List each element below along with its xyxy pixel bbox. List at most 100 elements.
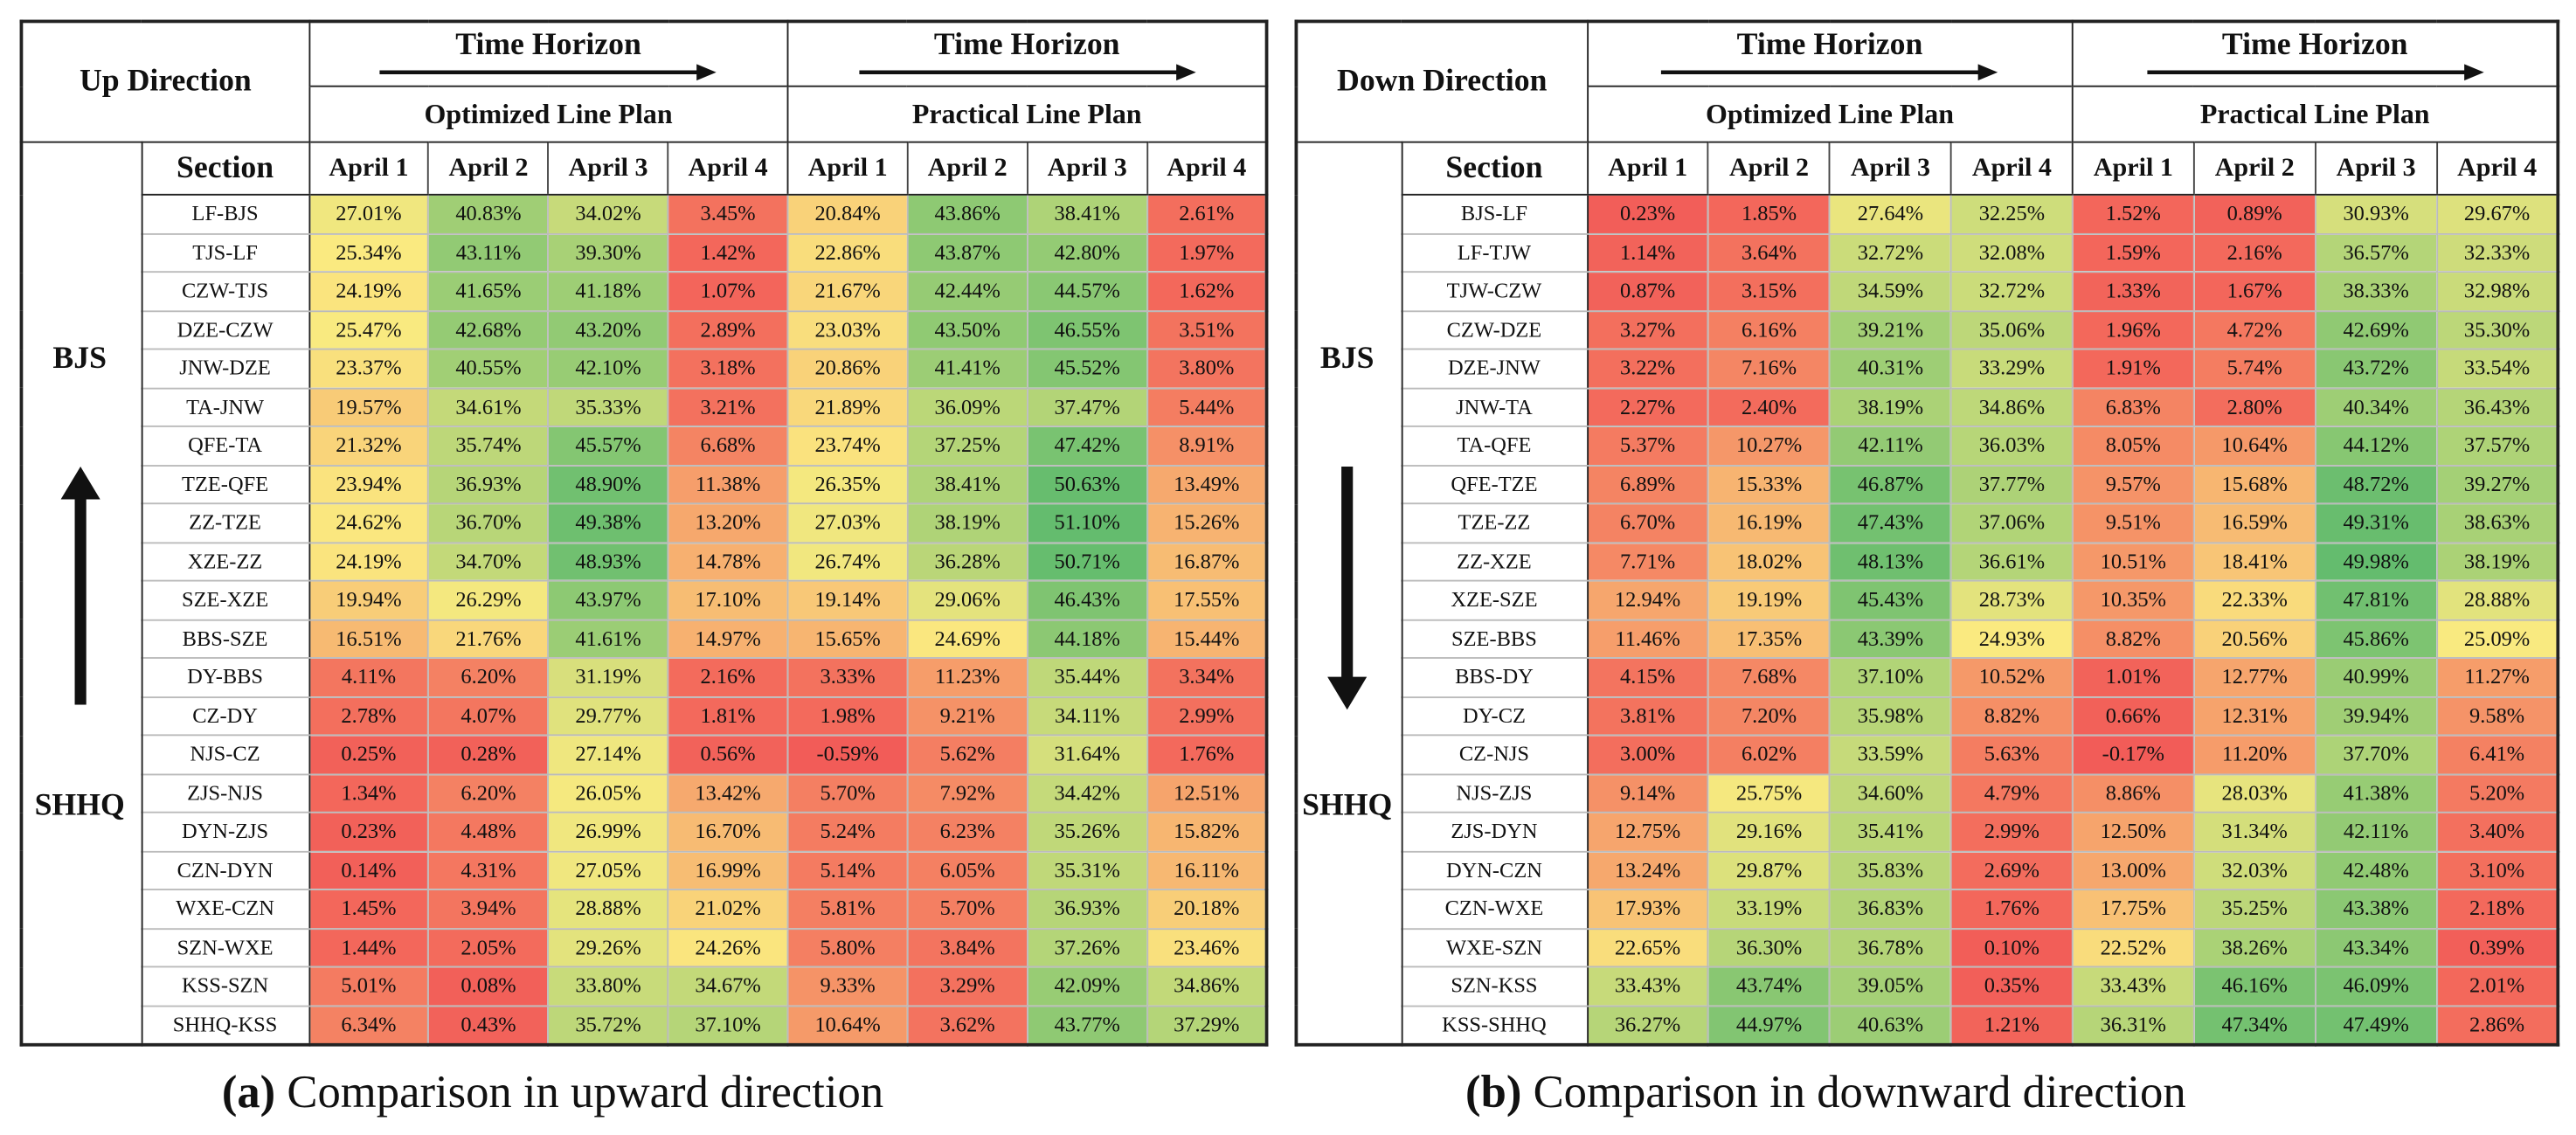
- section-name: NJS-ZJS: [1400, 772, 1589, 813]
- value-cell: 29.16%: [1707, 811, 1831, 852]
- value-cell: 6.20%: [427, 772, 550, 813]
- value-cell: 0.14%: [308, 849, 430, 890]
- value-cell: 0.87%: [1586, 271, 1710, 312]
- time-horizon-header: Time Horizon: [1586, 21, 2073, 87]
- direction-header: Up Direction: [80, 64, 252, 99]
- date-header: April 4: [1146, 141, 1267, 196]
- value-cell: 24.93%: [1950, 618, 2074, 659]
- value-cell: 39.27%: [2435, 464, 2559, 505]
- value-cell: 34.02%: [547, 193, 669, 234]
- section-name: WXE-SZN: [1400, 927, 1589, 968]
- value-cell: 21.67%: [786, 271, 909, 312]
- value-cell: 3.21%: [667, 386, 789, 427]
- value-cell: 1.33%: [2071, 271, 2195, 312]
- data-row: CZN-WXE 17.93% 33.19% 36.83% 1.76% 17.75% 35.2…: [1296, 889, 2559, 930]
- value-cell: 37.25%: [906, 425, 1028, 466]
- value-cell: 35.44%: [1026, 657, 1148, 698]
- value-cell: 16.11%: [1146, 849, 1268, 890]
- caption-label: (a): [221, 1068, 276, 1119]
- data-row: CZW-DZE 3.27% 6.16% 39.21% 35.06% 1.96% 4.72% 4…: [1296, 309, 2559, 350]
- section-name: KSS-SHHQ: [1400, 1004, 1589, 1046]
- value-cell: 31.19%: [547, 657, 669, 698]
- value-cell: 6.41%: [2435, 734, 2559, 775]
- date-header: April 2: [906, 141, 1028, 196]
- value-cell: 46.87%: [1829, 464, 1952, 505]
- value-cell: 42.10%: [547, 348, 669, 389]
- value-cell: 9.14%: [1586, 772, 1710, 813]
- value-cell: 0.66%: [2071, 696, 2195, 737]
- section-name: KSS-SZN: [140, 965, 310, 1007]
- value-cell: 9.21%: [906, 696, 1028, 737]
- plan-header: Optimized Line Plan: [308, 85, 788, 142]
- value-cell: 3.29%: [906, 965, 1028, 1007]
- date-header: April 4: [1950, 141, 2073, 196]
- value-cell: 2.18%: [2435, 889, 2559, 930]
- value-cell: 20.86%: [786, 348, 909, 389]
- value-cell: 14.97%: [667, 618, 789, 659]
- time-horizon-label: Time Horizon: [455, 27, 641, 63]
- value-cell: 0.39%: [2435, 927, 2559, 968]
- value-cell: 16.99%: [667, 849, 789, 890]
- value-cell: 48.90%: [547, 464, 669, 505]
- value-cell: 39.05%: [1829, 965, 1952, 1007]
- value-cell: 29.06%: [906, 579, 1028, 620]
- value-cell: 39.21%: [1829, 309, 1952, 350]
- value-cell: 15.44%: [1146, 618, 1268, 659]
- value-cell: 46.09%: [2314, 965, 2438, 1007]
- section-name: TJS-LF: [140, 232, 310, 273]
- value-cell: 1.76%: [1950, 889, 2074, 930]
- value-cell: 9.33%: [786, 965, 909, 1007]
- value-cell: 23.03%: [786, 309, 909, 350]
- value-cell: 11.20%: [2192, 734, 2316, 775]
- arrow: [59, 466, 100, 705]
- value-cell: 1.44%: [308, 927, 430, 968]
- value-cell: 48.93%: [547, 541, 669, 582]
- data-row: ZZ-TZE 24.62% 36.70% 49.38% 13.20% 27.03% 38.1…: [21, 502, 1268, 543]
- value-cell: 21.76%: [427, 618, 550, 659]
- value-cell: 33.43%: [1586, 965, 1710, 1007]
- value-cell: 36.43%: [2435, 386, 2559, 427]
- value-cell: 2.86%: [2435, 1004, 2559, 1046]
- value-cell: 40.83%: [427, 193, 550, 234]
- value-cell: 3.51%: [1146, 309, 1268, 350]
- value-cell: 39.94%: [2314, 696, 2438, 737]
- data-row: TJS-LF 25.34% 43.11% 39.30% 1.42% 22.86% 43.87…: [21, 232, 1268, 273]
- panel: Up Direction Time Horizon Time Horizon Opti…: [19, 19, 1269, 1047]
- section-name: QFE-TA: [140, 425, 310, 466]
- value-cell: 6.89%: [1586, 464, 1710, 505]
- data-row: CZ-DY 2.78% 4.07% 29.77% 1.81% 1.98% 9.21% 34.1…: [21, 696, 1268, 737]
- value-cell: 33.59%: [1829, 734, 1952, 775]
- value-cell: 0.23%: [308, 811, 430, 852]
- value-cell: 4.72%: [2192, 309, 2316, 350]
- value-cell: 24.62%: [308, 502, 430, 543]
- value-cell: 45.43%: [1829, 579, 1952, 620]
- value-cell: 43.97%: [547, 579, 669, 620]
- data-row: SZN-WXE 1.44% 2.05% 29.26% 24.26% 5.80% 3.84% 3…: [21, 927, 1268, 968]
- value-cell: 29.87%: [1707, 849, 1831, 890]
- value-cell: 36.83%: [1829, 889, 1952, 930]
- value-cell: 3.15%: [1707, 271, 1831, 312]
- value-cell: 3.18%: [667, 348, 789, 389]
- value-cell: 5.70%: [906, 889, 1028, 930]
- value-cell: 2.89%: [667, 309, 789, 350]
- value-cell: 24.69%: [906, 618, 1028, 659]
- section-header: Section: [1400, 141, 1588, 196]
- value-cell: 15.33%: [1707, 464, 1831, 505]
- value-cell: 7.68%: [1707, 657, 1831, 698]
- value-cell: 6.16%: [1707, 309, 1831, 350]
- section-name: DYN-CZN: [1400, 849, 1589, 890]
- value-cell: 35.33%: [547, 386, 669, 427]
- value-cell: 23.37%: [308, 348, 430, 389]
- value-cell: 5.37%: [1586, 425, 1710, 466]
- direction-header: Down Direction: [1337, 64, 1548, 99]
- value-cell: 28.03%: [2192, 772, 2316, 813]
- date-header: April 4: [2435, 141, 2559, 196]
- data-row: WXE-SZN 22.65% 36.30% 36.78% 0.10% 22.52% 38.2…: [1296, 927, 2559, 968]
- section-name: SHHQ-KSS: [140, 1004, 310, 1046]
- value-cell: 1.42%: [667, 232, 789, 273]
- section-name: ZZ-TZE: [140, 502, 310, 543]
- value-cell: 34.59%: [1829, 271, 1952, 312]
- data-row: KSS-SHHQ 36.27% 44.97% 40.63% 1.21% 36.31% 47.…: [1296, 1004, 2559, 1046]
- value-cell: 6.02%: [1707, 734, 1831, 775]
